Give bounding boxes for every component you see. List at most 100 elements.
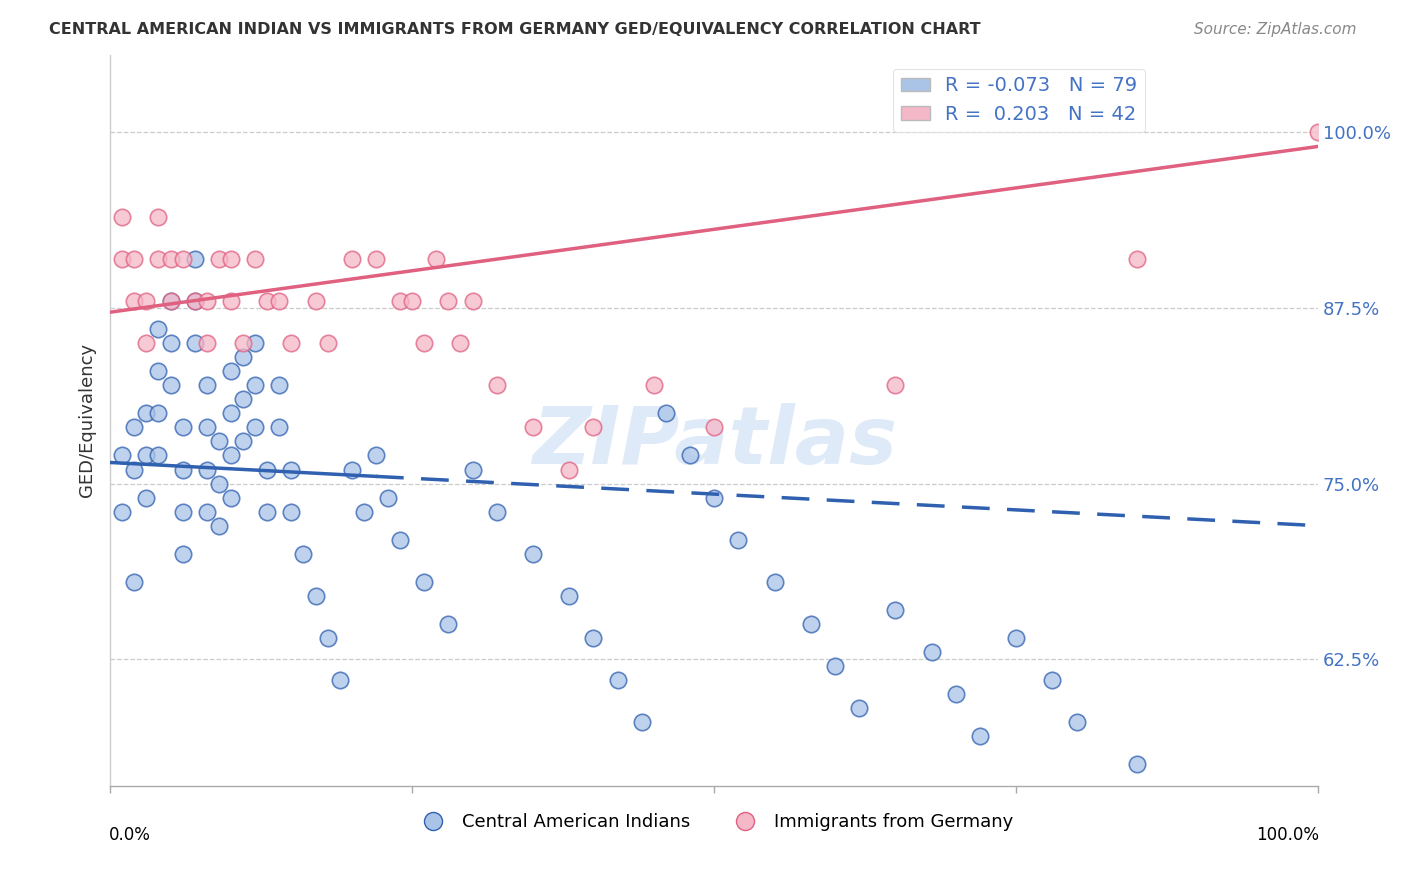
Point	[195, 420, 218, 434]
Point	[195, 336, 218, 351]
Point	[1005, 631, 1028, 645]
Point	[945, 687, 967, 701]
Point	[316, 336, 339, 351]
Point	[243, 336, 266, 351]
Point	[219, 406, 242, 420]
Point	[727, 533, 749, 547]
Point	[111, 210, 134, 224]
Point	[256, 462, 278, 476]
Point	[148, 364, 170, 378]
Point	[280, 505, 302, 519]
Point	[232, 336, 254, 351]
Point	[148, 406, 170, 420]
Point	[353, 505, 375, 519]
Point	[630, 715, 652, 730]
Point	[582, 631, 605, 645]
Point	[243, 252, 266, 266]
Point	[413, 574, 436, 589]
Point	[111, 449, 134, 463]
Point	[111, 252, 134, 266]
Point	[124, 252, 146, 266]
Point	[389, 533, 412, 547]
Point	[1066, 715, 1088, 730]
Point	[558, 462, 581, 476]
Point	[461, 462, 484, 476]
Point	[172, 252, 194, 266]
Point	[135, 293, 157, 308]
Point	[340, 462, 363, 476]
Point	[485, 378, 508, 392]
Point	[183, 252, 205, 266]
Point	[703, 420, 725, 434]
Point	[135, 491, 157, 505]
Point	[848, 701, 870, 715]
Point	[450, 336, 472, 351]
Point	[208, 518, 231, 533]
Point	[884, 603, 907, 617]
Point	[969, 730, 991, 744]
Point	[425, 252, 447, 266]
Point	[124, 420, 146, 434]
Point	[401, 293, 423, 308]
Point	[304, 293, 326, 308]
Point	[485, 505, 508, 519]
Point	[159, 378, 181, 392]
Point	[413, 336, 436, 351]
Point	[364, 252, 387, 266]
Point	[172, 505, 194, 519]
Point	[280, 462, 302, 476]
Point	[256, 505, 278, 519]
Point	[208, 434, 231, 449]
Point	[172, 547, 194, 561]
Point	[159, 252, 181, 266]
Point	[437, 617, 460, 632]
Point	[219, 491, 242, 505]
Point	[582, 420, 605, 434]
Point	[800, 617, 823, 632]
Point	[340, 252, 363, 266]
Point	[219, 293, 242, 308]
Point	[304, 589, 326, 603]
Point	[208, 252, 231, 266]
Point	[219, 449, 242, 463]
Point	[243, 378, 266, 392]
Point	[148, 322, 170, 336]
Point	[232, 434, 254, 449]
Text: Source: ZipAtlas.com: Source: ZipAtlas.com	[1194, 22, 1357, 37]
Text: ZIPatlas: ZIPatlas	[531, 403, 897, 482]
Point	[679, 449, 702, 463]
Point	[364, 449, 387, 463]
Point	[643, 378, 665, 392]
Point	[703, 491, 725, 505]
Point	[280, 336, 302, 351]
Point	[377, 491, 399, 505]
Point	[256, 293, 278, 308]
Point	[135, 406, 157, 420]
Point	[461, 293, 484, 308]
Point	[316, 631, 339, 645]
Point	[159, 293, 181, 308]
Point	[269, 378, 291, 392]
Point	[329, 673, 352, 688]
Point	[243, 420, 266, 434]
Point	[172, 462, 194, 476]
Point	[148, 252, 170, 266]
Point	[195, 293, 218, 308]
Point	[558, 589, 581, 603]
Point	[824, 659, 846, 673]
Point	[884, 378, 907, 392]
Point	[1126, 757, 1149, 772]
Point	[183, 293, 205, 308]
Point	[655, 406, 678, 420]
Point	[159, 336, 181, 351]
Point	[195, 378, 218, 392]
Point	[124, 462, 146, 476]
Point	[124, 574, 146, 589]
Point	[195, 462, 218, 476]
Point	[183, 293, 205, 308]
Point	[389, 293, 412, 308]
Point	[208, 476, 231, 491]
Point	[1308, 125, 1330, 139]
Point	[1126, 252, 1149, 266]
Point	[124, 293, 146, 308]
